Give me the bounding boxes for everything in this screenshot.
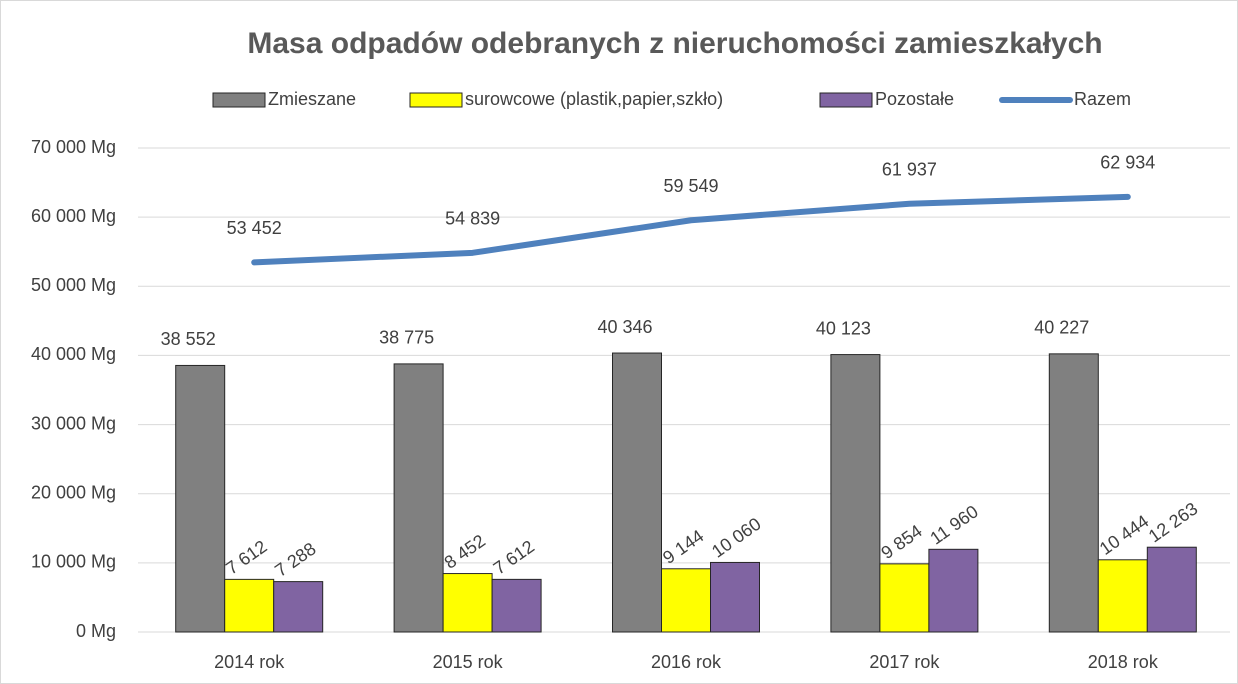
- bar: [661, 568, 711, 633]
- data-label: 62 934: [1100, 153, 1155, 173]
- x-tick-label: 2014 rok: [214, 652, 285, 672]
- bar: [491, 578, 542, 633]
- bar: [710, 561, 760, 633]
- data-label: 54 839: [445, 209, 500, 229]
- bar: [273, 581, 324, 633]
- x-tick-label: 2017 rok: [869, 652, 940, 672]
- bar: [879, 563, 930, 633]
- y-tick-label: 40 000 Mg: [31, 344, 116, 364]
- bar: [1146, 546, 1197, 633]
- chart-title: Masa odpadów odebranych z nieruchomości …: [247, 27, 1102, 60]
- y-tick-label: 30 000 Mg: [31, 413, 116, 433]
- bar: [175, 364, 226, 633]
- bar: [1048, 353, 1099, 633]
- x-tick-label: 2016 rok: [651, 652, 722, 672]
- bar: [393, 363, 444, 633]
- y-tick-label: 50 000 Mg: [31, 275, 116, 295]
- y-tick-label: 70 000 Mg: [31, 137, 116, 157]
- bar: [442, 573, 493, 633]
- y-tick-label: 10 000 Mg: [31, 552, 116, 572]
- bar: [224, 578, 275, 633]
- legend-swatch: [409, 92, 463, 108]
- data-label: 40 123: [816, 318, 871, 338]
- data-label: 61 937: [882, 159, 937, 179]
- bar: [830, 354, 881, 633]
- data-label: 59 549: [663, 176, 718, 196]
- data-label: 53 452: [227, 218, 282, 238]
- line: [251, 193, 1131, 266]
- legend-swatch: [819, 92, 873, 108]
- bar: [1097, 559, 1148, 633]
- x-tick-label: 2018 rok: [1088, 652, 1159, 672]
- data-label: 38 552: [161, 329, 216, 349]
- legend-label: Zmieszane: [268, 89, 356, 109]
- legend-label: Razem: [1074, 89, 1131, 109]
- y-tick-label: 20 000 Mg: [31, 482, 116, 502]
- y-tick-label: 60 000 Mg: [31, 206, 116, 226]
- data-label: 38 775: [379, 328, 434, 348]
- bar: [928, 548, 979, 633]
- legend-label: surowcowe (plastik,papier,szkło): [465, 89, 723, 109]
- data-label: 40 227: [1034, 318, 1089, 338]
- y-tick-label: 0 Mg: [76, 621, 116, 641]
- legend-swatch: [212, 92, 266, 108]
- data-label: 40 346: [597, 317, 652, 337]
- bar: [612, 352, 662, 633]
- legend-label: Pozostałe: [875, 89, 954, 109]
- x-tick-label: 2015 rok: [433, 652, 504, 672]
